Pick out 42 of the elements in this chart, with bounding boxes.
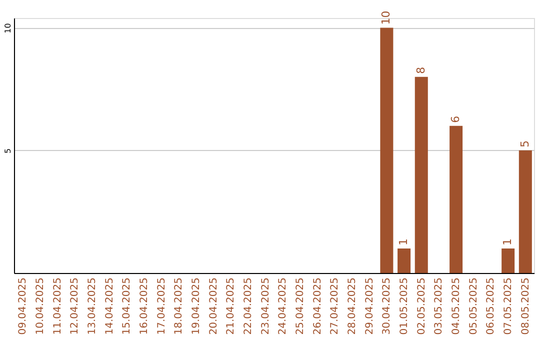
x-tick-label: 02.05.2025	[416, 278, 428, 335]
x-tick-label: 17.04.2025	[156, 278, 168, 335]
x-tick-label: 27.04.2025	[330, 278, 341, 335]
x-tick-label: 07.05.2025	[503, 278, 514, 335]
x-tick-label: 01.05.2025	[399, 278, 410, 335]
data-label: 5	[518, 140, 532, 148]
bar	[380, 28, 394, 273]
x-tick-label: 05.05.2025	[468, 278, 480, 335]
x-tick-label: 29.04.2025	[364, 278, 376, 335]
data-label: 1	[397, 238, 410, 246]
data-label: 1	[501, 238, 514, 246]
x-tick-label: 04.05.2025	[451, 278, 462, 335]
bar	[502, 248, 515, 273]
x-tick-label: 25.04.2025	[295, 278, 306, 335]
x-tick-label: 06.05.2025	[486, 278, 497, 335]
x-tick-label: 18.04.2025	[174, 278, 185, 335]
x-tick-label: 13.04.2025	[86, 278, 98, 335]
bar	[414, 76, 428, 273]
x-tick-label: 11.04.2025	[52, 278, 64, 335]
x-tick-label: 12.04.2025	[70, 278, 81, 335]
bar	[450, 126, 463, 273]
x-tick-label: 28.04.2025	[347, 278, 358, 335]
x-tick-label: 16.04.2025	[138, 278, 150, 335]
x-tick-label: 26.04.2025	[312, 278, 324, 335]
x-tick-label: 08.05.2025	[520, 278, 532, 335]
x-tick-label: 03.05.2025	[434, 278, 445, 335]
bar	[518, 150, 532, 273]
x-tick-label: 20.04.2025	[208, 278, 220, 335]
data-label: 8	[414, 66, 428, 74]
data-label: 10	[380, 10, 393, 25]
x-tick-label: 24.04.2025	[278, 278, 289, 335]
x-tick-label: 15.04.2025	[122, 278, 133, 335]
x-tick-label: 19.04.2025	[190, 278, 202, 335]
x-tick-label: 14.04.2025	[104, 278, 116, 335]
bar	[398, 248, 411, 273]
x-tick-label: 30.04.2025	[382, 278, 393, 335]
x-tick-label: 09.04.2025	[18, 278, 29, 335]
x-tick-label: 10.04.2025	[34, 278, 46, 335]
x-tick-label: 21.04.2025	[226, 278, 237, 335]
x-tick-label: 22.04.2025	[242, 278, 254, 335]
data-label: 6	[449, 116, 462, 123]
x-tick-label: 23.04.2025	[260, 278, 272, 335]
